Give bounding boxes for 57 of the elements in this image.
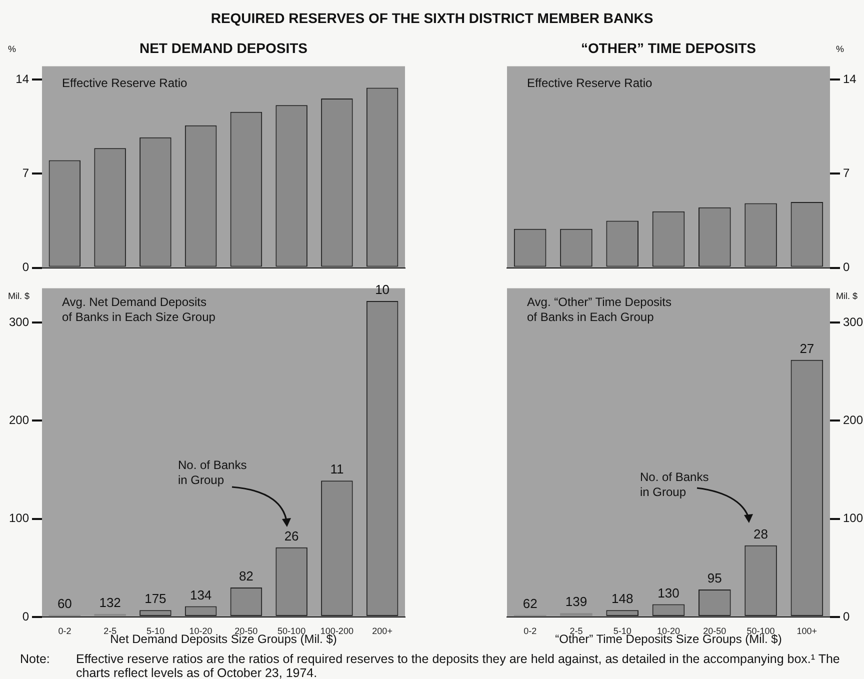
y-tick-label: 300 (843, 314, 864, 329)
y-axis-title: Mil. $ (8, 291, 31, 301)
annotation: 175 (144, 591, 166, 606)
x-tick-label: 100-200 (320, 626, 354, 636)
x-tick-label: 10-20 (656, 626, 680, 636)
x-tick-label: 0-2 (58, 626, 72, 636)
annotation: 130 (658, 585, 680, 600)
x-tick-label: 50-100 (278, 626, 306, 636)
annotation: 82 (238, 568, 254, 584)
annotation: 26 (284, 528, 299, 544)
annotation: 134 (190, 587, 212, 602)
y-tick-label: 0 (22, 260, 30, 274)
annotation: 60 (57, 596, 72, 612)
y-tick-label: 0 (843, 260, 850, 274)
y-tick-label: 0 (22, 609, 30, 624)
x-tick-label: 5-10 (613, 626, 632, 636)
annotation: No. of Banks in Group (178, 458, 247, 488)
annotation: Avg. “Other” Time Deposits of Banks in Each Group (527, 295, 672, 325)
y-axis-title: % (836, 44, 846, 54)
chart-subtitle: NET DEMAND DEPOSITS (138, 40, 308, 56)
x-tick-label: 20-50 (234, 626, 258, 636)
y-tick-label: 14 (16, 72, 30, 86)
x-tick-label: 20-50 (703, 626, 726, 636)
bar (560, 613, 592, 616)
y-tick-label: 7 (22, 166, 30, 180)
y-tick-label: 14 (843, 72, 857, 86)
x-tick-label: 2-5 (104, 626, 117, 636)
y-tick-label: 300 (8, 314, 30, 329)
annotation: 27 (800, 340, 814, 356)
annotation: Avg. Net Demand Deposits of Banks in Each Size Group (62, 295, 216, 325)
annotation: 62 (522, 596, 538, 612)
y-tick-label: 7 (843, 166, 850, 180)
y-axis-title: % (8, 44, 18, 54)
x-tick-label: 200+ (372, 626, 392, 636)
chart-title: REQUIRED RESERVES OF THE SIXTH DISTRICT MEMBER BANKS (210, 10, 654, 26)
annotation: 139 (565, 594, 588, 610)
chart-title: “OTHER” TIME DEPOSITS (580, 40, 757, 56)
x-tick-label: 10-20 (189, 626, 212, 636)
y-tick-label: 0 (843, 609, 850, 624)
x-tick-label: 5-10 (146, 626, 164, 636)
annotation: No. of Banks in Group (640, 470, 709, 500)
y-tick-label: 200 (8, 413, 30, 428)
annotation: 95 (707, 570, 722, 586)
text: Note: Effective reserve ratios are the ratios of required reserves to the deposits they are held against, as detailed in the accompanying box.¹ The charts reflect levels as of October 23, 1974. (20, 652, 840, 679)
y-tick-label: 200 (843, 413, 864, 428)
x-tick-label: 2-5 (570, 626, 583, 636)
annotation: Effective Reserve Ratio (527, 76, 652, 91)
annotation: 148 (612, 591, 634, 606)
x-tick-label: 0-2 (524, 626, 537, 636)
y-tick-label: 100 (8, 511, 30, 526)
annotation: Effective Reserve Ratio (62, 76, 188, 91)
annotation: 132 (99, 595, 121, 610)
y-tick-label: 100 (843, 511, 864, 526)
x-tick-label: 100+ (796, 626, 818, 636)
annotation: 28 (754, 526, 768, 542)
annotation: 11 (330, 462, 344, 477)
y-axis-title: Mil. $ (836, 291, 859, 301)
